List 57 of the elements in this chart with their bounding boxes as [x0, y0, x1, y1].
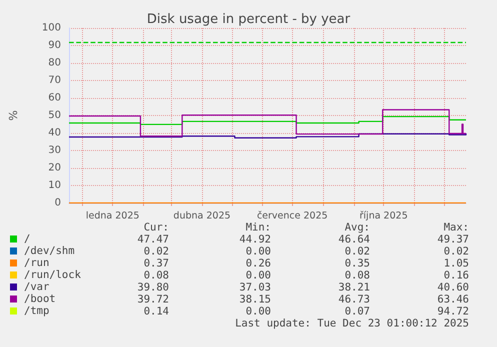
- text: 0.35: [344, 258, 370, 270]
- legend-label: /tmp: [24, 305, 50, 317]
- legend-label: /run: [24, 257, 50, 269]
- text: 49.37: [437, 234, 469, 246]
- y-tick-label: 50: [48, 110, 61, 121]
- text: 0.08: [344, 270, 370, 282]
- text: 44.92: [239, 234, 271, 246]
- x-tick-label: ledna 2025: [86, 210, 140, 222]
- text: Min:: [246, 222, 271, 234]
- y-tick-label: 0: [54, 198, 61, 208]
- x-tick-label: července 2025: [256, 210, 328, 222]
- text: 46.64: [338, 234, 370, 246]
- text: Cur:: [144, 222, 169, 234]
- legend-label: /boot: [24, 293, 56, 305]
- y-tick-label: 80: [48, 58, 61, 68]
- text: 0.16: [444, 270, 469, 282]
- y-tick-label: 20: [48, 162, 61, 174]
- text: 94.72: [437, 306, 469, 318]
- text: 37.03: [239, 282, 271, 294]
- text: 0.02: [444, 246, 469, 258]
- legend-label: /run/lock: [24, 269, 82, 281]
- text: 0.37: [144, 258, 169, 270]
- text: 0.00: [246, 306, 271, 318]
- y-tick-label: 30: [48, 145, 61, 156]
- y-tick-label: 100: [42, 22, 61, 34]
- y-tick-label: 40: [48, 128, 61, 138]
- text: 0.08: [144, 270, 169, 282]
- legend-label: /dev/shm: [24, 245, 75, 257]
- text: 46.73: [338, 294, 370, 306]
- text: 63.46: [437, 294, 469, 306]
- text: 0.14: [144, 306, 169, 318]
- x-tick-label: října 2025: [360, 210, 408, 222]
- chart-title: Disk usage in percent - by year: [146, 12, 351, 27]
- text: Last update: Tue Dec 23 01:00:12 2025: [235, 318, 469, 330]
- text: 0.07: [344, 306, 370, 318]
- text: 0.00: [246, 270, 271, 282]
- text: 38.21: [338, 282, 370, 294]
- text: 0.00: [246, 246, 271, 258]
- text: 39.72: [137, 294, 169, 306]
- text: 1.05: [444, 258, 469, 270]
- text: 0.02: [144, 246, 169, 258]
- text: 38.15: [239, 294, 271, 306]
- text: Max:: [444, 222, 469, 234]
- text: 40.60: [437, 282, 469, 294]
- text: 0.02: [344, 246, 370, 258]
- x-tick-label: dubna 2025: [173, 210, 231, 222]
- text: 39.80: [137, 282, 169, 294]
- text: Avg:: [344, 222, 370, 234]
- y-tick-label: 60: [48, 92, 61, 104]
- y-axis-title: %: [7, 110, 20, 121]
- legend-label: /var: [24, 281, 50, 293]
- y-tick-label: 90: [48, 40, 61, 51]
- text: 47.47: [137, 234, 169, 246]
- y-tick-label: 70: [48, 75, 61, 86]
- text: 0.26: [246, 258, 271, 270]
- y-tick-label: 10: [48, 180, 61, 191]
- legend-label: /: [24, 233, 30, 245]
